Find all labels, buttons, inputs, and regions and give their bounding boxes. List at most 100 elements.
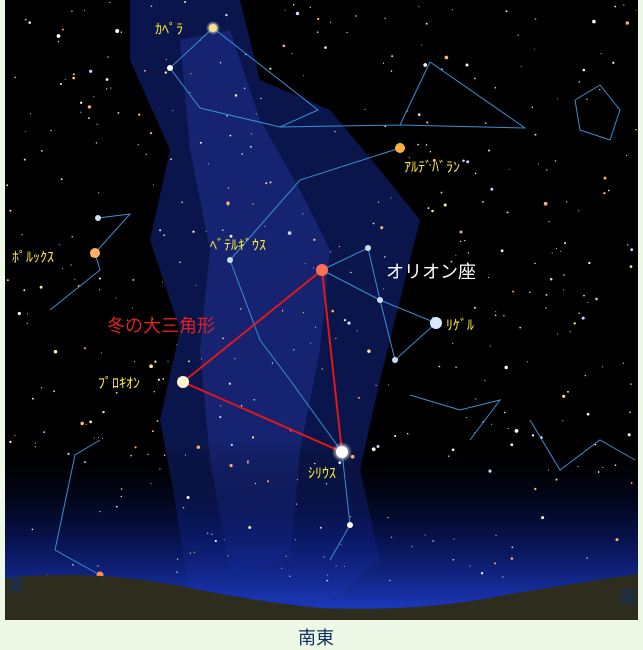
faint-star bbox=[6, 184, 9, 187]
faint-star bbox=[251, 436, 255, 439]
faint-star bbox=[565, 201, 568, 203]
faint-star bbox=[30, 113, 32, 115]
faint-star bbox=[488, 276, 490, 278]
faint-star bbox=[335, 565, 337, 567]
faint-star bbox=[291, 53, 293, 55]
faint-star bbox=[432, 316, 434, 318]
faint-star bbox=[109, 1, 111, 4]
faint-star bbox=[149, 364, 153, 369]
faint-star bbox=[115, 392, 118, 394]
faint-star bbox=[229, 464, 233, 468]
star bbox=[365, 245, 371, 251]
faint-star bbox=[60, 178, 63, 181]
faint-star bbox=[429, 151, 432, 153]
faint-star bbox=[467, 252, 470, 254]
faint-star bbox=[630, 383, 632, 385]
faint-star bbox=[607, 189, 610, 192]
faint-star bbox=[247, 459, 249, 462]
faint-star bbox=[465, 63, 469, 67]
faint-star bbox=[98, 192, 100, 194]
faint-star bbox=[241, 153, 244, 155]
faint-star bbox=[347, 321, 351, 325]
faint-star bbox=[555, 478, 558, 481]
faint-star bbox=[50, 129, 52, 132]
faint-star bbox=[214, 539, 217, 543]
star bbox=[167, 65, 173, 71]
faint-star bbox=[23, 158, 26, 161]
faint-star bbox=[98, 277, 101, 280]
faint-star bbox=[462, 159, 465, 162]
faint-star bbox=[88, 117, 90, 120]
faint-star bbox=[578, 210, 580, 212]
sirius-label: ｼﾘｳｽ bbox=[308, 466, 336, 482]
faint-star bbox=[444, 55, 449, 60]
faint-star bbox=[25, 130, 27, 132]
faint-star bbox=[502, 576, 504, 578]
faint-star bbox=[223, 539, 225, 540]
faint-star bbox=[56, 34, 61, 38]
faint-star bbox=[181, 201, 183, 203]
faint-star bbox=[120, 31, 122, 33]
faint-star bbox=[494, 562, 496, 565]
faint-star bbox=[600, 53, 602, 55]
faint-star bbox=[313, 238, 316, 242]
faint-star bbox=[431, 209, 434, 213]
faint-star bbox=[452, 558, 455, 561]
faint-star bbox=[106, 88, 108, 90]
rigel-label: ﾘｹﾞﾙ bbox=[446, 318, 474, 334]
faint-star bbox=[484, 122, 487, 124]
faint-star bbox=[440, 191, 443, 194]
faint-star bbox=[376, 445, 380, 448]
faint-star bbox=[510, 557, 514, 560]
faint-star bbox=[317, 17, 320, 21]
faint-star bbox=[466, 416, 468, 419]
faint-star bbox=[295, 503, 298, 505]
faint-star bbox=[165, 58, 167, 61]
faint-star bbox=[323, 556, 325, 558]
faint-star bbox=[240, 405, 243, 407]
faint-star bbox=[72, 73, 75, 76]
faint-star bbox=[62, 267, 64, 269]
faint-star bbox=[287, 231, 292, 235]
faint-star bbox=[451, 9, 453, 11]
faint-star bbox=[248, 526, 252, 529]
faint-star bbox=[80, 111, 82, 113]
faint-star bbox=[170, 158, 172, 161]
pollux-label: ﾎﾟﾙｯｸｽ bbox=[12, 250, 54, 266]
faint-star bbox=[538, 163, 540, 165]
faint-star bbox=[592, 19, 596, 24]
faint-star bbox=[14, 76, 16, 79]
faint-star bbox=[164, 71, 167, 74]
faint-star bbox=[312, 267, 314, 269]
orion-label: オリオン座 bbox=[386, 262, 476, 283]
faint-star bbox=[27, 313, 29, 315]
faint-star bbox=[534, 262, 536, 265]
faint-star bbox=[269, 67, 272, 70]
faint-star bbox=[282, 44, 286, 48]
aldebaran-star bbox=[395, 143, 405, 153]
faint-star bbox=[443, 203, 447, 207]
faint-star bbox=[34, 446, 36, 448]
faint-star bbox=[230, 443, 233, 447]
faint-star bbox=[161, 281, 164, 283]
faint-star bbox=[581, 316, 585, 320]
faint-star bbox=[325, 483, 328, 485]
faint-star bbox=[418, 5, 420, 8]
faint-star bbox=[635, 9, 637, 11]
faint-star bbox=[384, 125, 387, 128]
faint-star bbox=[511, 546, 514, 549]
faint-star bbox=[599, 88, 601, 91]
faint-star bbox=[234, 358, 236, 360]
faint-star bbox=[601, 366, 603, 368]
pollux-star bbox=[90, 248, 100, 258]
faint-star bbox=[190, 73, 192, 75]
faint-star bbox=[295, 11, 300, 16]
faint-star bbox=[159, 229, 162, 232]
faint-star bbox=[184, 0, 187, 4]
faint-star bbox=[427, 207, 430, 210]
faint-star bbox=[555, 247, 558, 249]
faint-star bbox=[383, 288, 385, 290]
faint-star bbox=[495, 534, 497, 536]
background-stars bbox=[6, 0, 637, 582]
faint-star bbox=[163, 454, 166, 456]
